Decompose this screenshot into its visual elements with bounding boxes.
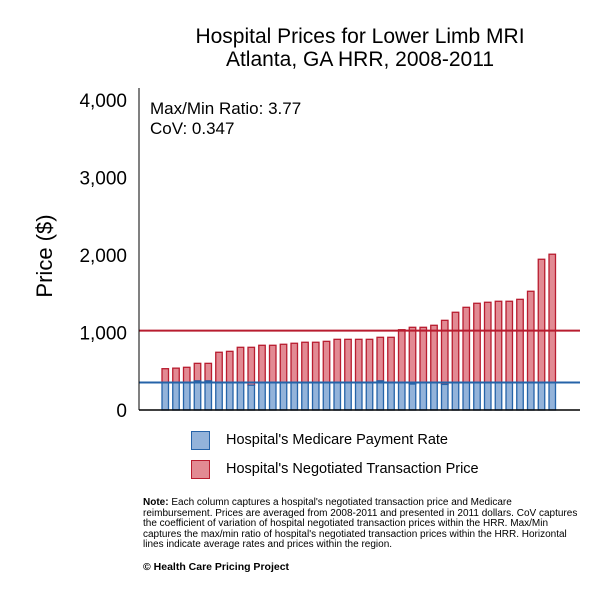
- medicare-bar: [537, 381, 546, 411]
- negotiated-bar: [516, 298, 524, 384]
- negotiated-bar: [430, 324, 438, 384]
- medicare-bar: [526, 381, 535, 411]
- negotiated-bar: [204, 362, 213, 382]
- legend-label-negotiated: Hospital's Negotiated Transaction Price: [226, 461, 479, 477]
- medicare-bar: [322, 381, 331, 411]
- medicare-bar: [204, 380, 213, 411]
- y-tick-label: 3,000: [79, 169, 127, 190]
- medicare-bar: [268, 381, 277, 411]
- negotiated-bar: [376, 336, 385, 382]
- medicare-rate-bars: [161, 380, 557, 411]
- medicare-bar: [387, 381, 395, 411]
- negotiated-bar: [279, 343, 288, 384]
- negotiated-bar: [526, 290, 535, 384]
- y-tick-label: 0: [116, 401, 127, 422]
- medicare-bar: [258, 381, 266, 411]
- negotiated-bar: [387, 336, 395, 384]
- medicare-bar: [161, 381, 170, 411]
- medicare-bar: [419, 381, 428, 411]
- medicare-bar: [365, 381, 374, 411]
- negotiated-bar: [344, 338, 352, 384]
- medicare-bar: [225, 381, 234, 411]
- y-tick-label: 2,000: [79, 246, 127, 267]
- negotiated-price-bars: [161, 253, 557, 386]
- axes: [138, 88, 580, 411]
- legend-swatch-medicare: [191, 431, 210, 450]
- negotiated-bar: [322, 340, 331, 384]
- negotiated-bar: [172, 367, 180, 384]
- medicare-bar: [451, 381, 460, 411]
- negotiated-bar: [268, 344, 277, 384]
- negotiated-bar: [290, 342, 299, 384]
- negotiated-bar: [161, 368, 170, 384]
- medicare-bar: [247, 384, 256, 411]
- medicare-bar: [236, 381, 245, 411]
- negotiated-bar: [537, 258, 546, 384]
- medicare-bar: [193, 380, 202, 411]
- negotiated-bar: [333, 338, 342, 384]
- medicare-bar: [430, 381, 438, 411]
- footnote-label: Note:: [143, 497, 169, 508]
- medicare-bar: [279, 381, 288, 411]
- negotiated-bar: [397, 329, 406, 384]
- y-tick-labels: 0 1,000 2,000 3,000 4,000: [79, 91, 127, 422]
- medicare-bar: [172, 381, 180, 411]
- chart-title-line2: Atlanta, GA HRR, 2008-2011: [225, 48, 495, 71]
- medicare-bar: [301, 381, 309, 411]
- medicare-bar: [333, 381, 342, 411]
- negotiated-bar: [505, 300, 514, 384]
- negotiated-bar: [247, 346, 256, 386]
- medicare-bar: [516, 381, 524, 411]
- negotiated-bar: [225, 350, 234, 384]
- medicare-bar: [408, 383, 417, 411]
- medicare-bar: [462, 381, 471, 411]
- medicare-bar: [483, 381, 492, 411]
- medicare-bar: [215, 381, 223, 411]
- footnote-text: Each column captures a hospital's negoti…: [143, 497, 578, 550]
- chart-title-line1: Hospital Prices for Lower Limb MRI: [195, 25, 525, 48]
- negotiated-bar: [419, 326, 428, 384]
- negotiated-bar: [311, 341, 320, 384]
- maxmin-ratio-annotation: Max/Min Ratio: 3.77: [150, 99, 302, 118]
- negotiated-bar: [408, 326, 417, 385]
- negotiated-bar: [236, 346, 245, 384]
- negotiated-bar: [182, 366, 191, 384]
- cov-annotation: CoV: 0.347: [150, 119, 235, 138]
- medicare-bar: [397, 381, 406, 411]
- legend-label-medicare: Hospital's Medicare Payment Rate: [226, 432, 448, 448]
- y-axis-label: Price ($): [32, 214, 57, 297]
- negotiated-bar: [193, 362, 202, 382]
- medicare-bar: [182, 381, 191, 411]
- negotiated-bar: [301, 341, 309, 384]
- negotiated-bar: [365, 338, 374, 384]
- negotiated-bar: [354, 338, 363, 384]
- negotiated-bar: [483, 301, 492, 384]
- footnote: Note: Each column captures a hospital's …: [143, 497, 583, 551]
- medicare-bar: [473, 381, 481, 411]
- y-tick-label: 4,000: [79, 91, 127, 112]
- medicare-bar: [311, 381, 320, 411]
- copyright: © Health Care Pricing Project: [143, 561, 290, 573]
- negotiated-bar: [548, 253, 557, 384]
- medicare-bar: [494, 381, 503, 411]
- y-tick-label: 1,000: [79, 324, 127, 345]
- negotiated-bar: [462, 306, 471, 384]
- negotiated-bar: [215, 351, 223, 384]
- medicare-bar: [440, 383, 449, 411]
- negotiated-bar: [473, 302, 481, 384]
- medicare-bar: [344, 381, 352, 411]
- negotiated-bar: [451, 311, 460, 384]
- medicare-bar: [354, 381, 363, 411]
- negotiated-bar: [258, 344, 266, 384]
- medicare-bar: [505, 381, 514, 411]
- medicare-bar: [290, 381, 299, 411]
- medicare-bar: [548, 381, 557, 411]
- medicare-bar: [376, 380, 385, 411]
- reference-lines: [139, 329, 580, 384]
- legend-swatch-negotiated: [191, 460, 210, 479]
- negotiated-bar: [494, 300, 503, 384]
